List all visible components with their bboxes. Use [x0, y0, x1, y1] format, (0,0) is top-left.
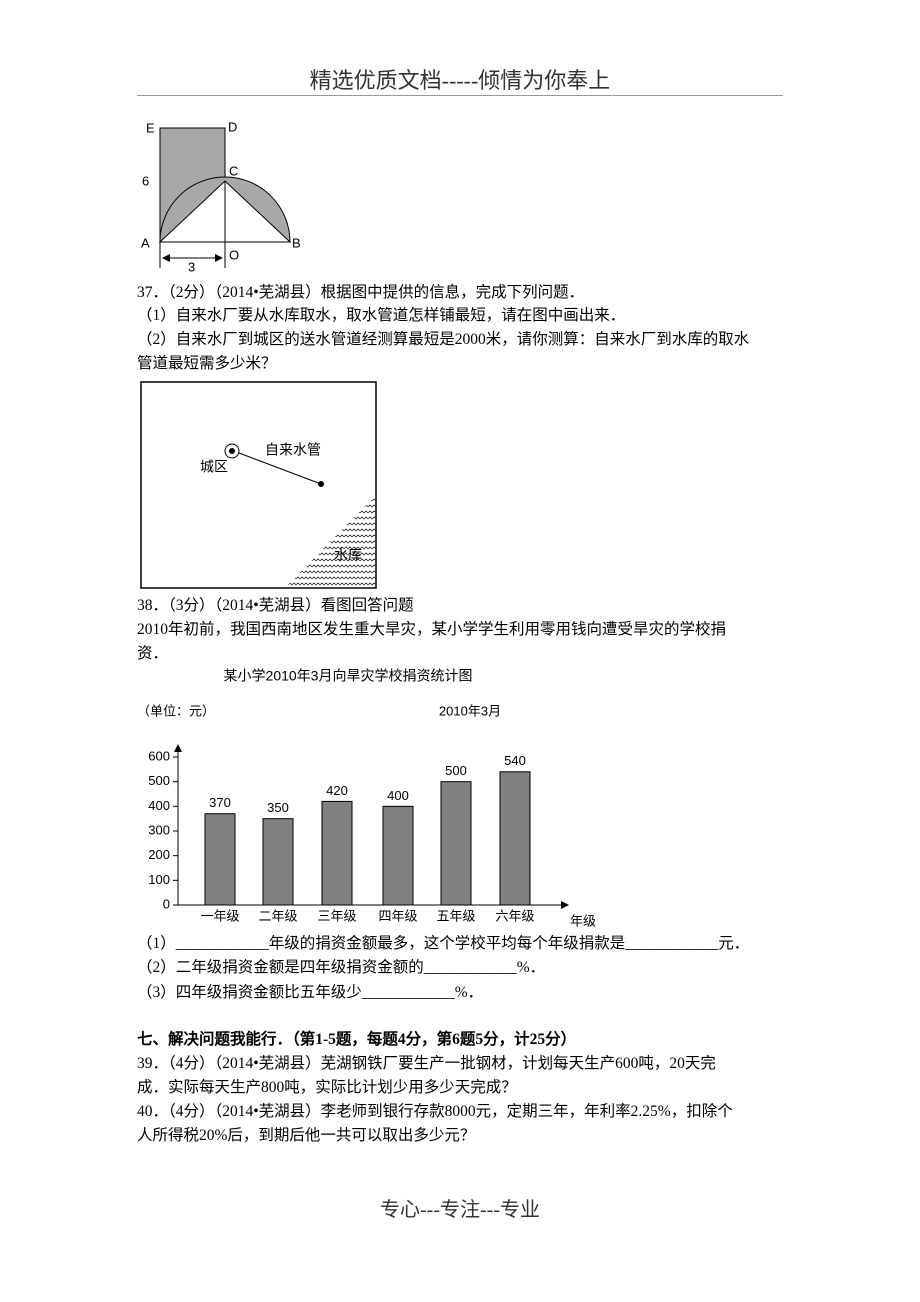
- bar: [499, 771, 531, 906]
- x-axis-label: 年级: [570, 913, 596, 928]
- footer: 专心---专注---专业: [380, 1199, 540, 1221]
- question-text: 40．（4分）（2014•芜湖县）李老师到银行存款8000元，定期三年，年利率2…: [137, 1103, 733, 1120]
- length-label: 6: [142, 173, 149, 188]
- question-stem: 38．（3分）（2014•芜湖县）看图回答问题: [137, 597, 414, 614]
- bar: [321, 800, 353, 906]
- data-label: 400: [387, 788, 409, 803]
- x-tick-label: 四年级: [378, 908, 417, 923]
- point-label: C: [229, 163, 238, 178]
- data-label: 370: [209, 795, 231, 810]
- map-label: 水库: [334, 547, 362, 563]
- data-label: 500: [445, 763, 467, 778]
- question-text: 2010年初前，我国西南地区发生重大旱灾，某小学学生利用零用钱向遭受旱灾的学校捐: [137, 621, 727, 638]
- bar: [382, 805, 414, 906]
- point-label: A: [141, 235, 150, 250]
- question-part: （2）自来水厂到城区的送水管道经测算最短是2000米，请你测算：自来水厂到水库的…: [137, 331, 750, 348]
- x-tick-label: 五年级: [436, 908, 475, 923]
- map-label: 自来水管: [265, 442, 321, 458]
- y-tick-label: 300: [148, 822, 170, 837]
- question-text: 资．: [137, 645, 169, 662]
- question-part: 管道最短需多少米？: [137, 355, 277, 372]
- bar: [440, 781, 472, 906]
- geometry-figure: E D 6 C A O B 3: [141, 119, 301, 274]
- y-tick-label: 200: [148, 847, 170, 862]
- y-tick-label: 600: [148, 748, 170, 763]
- header-rule: [137, 95, 783, 96]
- question-text: 39．（4分）（2014•芜湖县）芜湖钢铁厂要生产一批钢材，计划每天生产600吨…: [137, 1055, 716, 1072]
- question-part: （1）____________年级的捐资金额最多，这个学校平均每个年级捐款是__…: [137, 935, 750, 952]
- point-label: O: [229, 247, 239, 262]
- header: 精选优质文档-----倾情为你奉上: [309, 68, 611, 93]
- data-label: 350: [267, 800, 289, 815]
- x-tick-label: 一年级: [200, 908, 239, 923]
- section-heading: 七、解决问题我能行．（第1-5题，每题4分，第6题5分，计25分）: [137, 1031, 577, 1048]
- data-label: 420: [326, 783, 348, 798]
- y-tick-label: 400: [148, 798, 170, 813]
- bar: [262, 818, 294, 906]
- question-part: （2）二年级捐资金额是四年级捐资金额的____________%．: [137, 959, 546, 976]
- unit-label: （单位：元）: [137, 703, 215, 718]
- x-tick-label: 三年级: [317, 908, 356, 923]
- question-part: （3）四年级捐资金额比五年级少____________%．: [137, 984, 484, 1001]
- bar: [204, 813, 236, 906]
- question-text: 人所得税20%后，到期后他一共可以取出多少元？: [137, 1127, 476, 1144]
- y-tick-label: 0: [163, 896, 170, 911]
- length-label: 3: [188, 259, 195, 274]
- chart-title: 某小学2010年3月向旱灾学校捐资统计图: [224, 668, 473, 684]
- y-tick-label: 500: [148, 773, 170, 788]
- y-tick-label: 100: [148, 872, 170, 887]
- map-label: 城区: [200, 459, 228, 475]
- map-figure: 城区 自来水管 水库: [140, 381, 377, 589]
- point-label: D: [228, 119, 237, 134]
- question-text: 成．实际每天生产800吨，实际比计划少用多少天完成？: [137, 1079, 517, 1096]
- bar-chart: 某小学2010年3月向旱灾学校捐资统计图 （单位：元） 2010年3月 年级 0…: [137, 668, 596, 929]
- point-label: B: [292, 235, 301, 250]
- x-tick-label: 二年级: [258, 908, 297, 923]
- date-label: 2010年3月: [439, 703, 501, 718]
- question-part: （1）自来水厂要从水库取水，取水管道怎样铺最短，请在图中画出来．: [137, 307, 626, 324]
- data-label: 540: [504, 753, 526, 768]
- x-tick-label: 六年级: [495, 908, 534, 923]
- question-stem: 37．（2分）（2014•芜湖县）根据图中提供的信息，完成下列问题．: [137, 284, 585, 301]
- point-label: E: [146, 120, 155, 135]
